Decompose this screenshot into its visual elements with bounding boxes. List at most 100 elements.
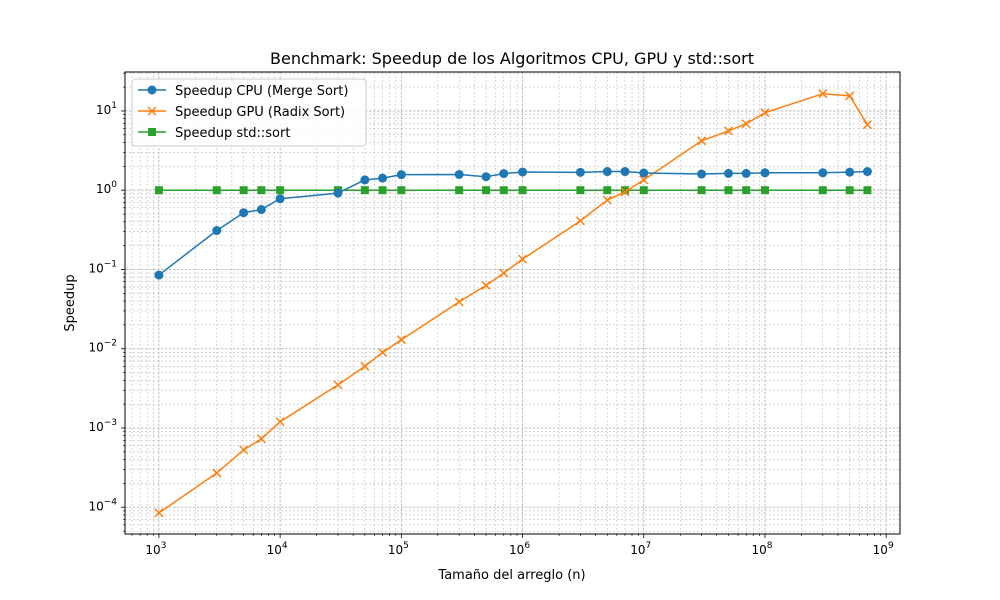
data-point [378, 173, 388, 183]
data-point [863, 186, 872, 195]
data-point [154, 186, 163, 195]
data-point [760, 186, 769, 195]
series-circle [154, 167, 872, 280]
data-point [378, 347, 388, 357]
data-point [154, 508, 164, 518]
data-point [845, 186, 854, 195]
plot-frame [124, 71, 901, 535]
data-point [239, 208, 249, 218]
legend: Speedup CPU (Merge Sort) Speedup GPU (Rad… [131, 78, 367, 147]
legend-box [131, 78, 367, 147]
data-point [862, 120, 872, 130]
data-point [499, 268, 509, 278]
legend-label: Speedup GPU (Radix Sort) [175, 105, 345, 120]
data-point [741, 119, 751, 129]
data-point [760, 168, 770, 178]
data-point [481, 280, 491, 290]
data-point [575, 216, 585, 226]
data-point [360, 175, 370, 185]
data-point [620, 186, 629, 195]
chart-title: Benchmark: Speedup de los Algoritmos CPU… [270, 49, 754, 68]
data-point [239, 186, 248, 195]
data-point [639, 186, 648, 195]
x-tick-label: 104 [267, 541, 288, 557]
x-tick-label: 109 [873, 541, 894, 557]
data-point [818, 168, 828, 178]
data-point [396, 335, 406, 345]
data-point [518, 167, 528, 177]
data-point [212, 226, 222, 236]
data-point [845, 167, 855, 177]
data-point [275, 194, 285, 204]
plot-area [124, 71, 901, 535]
data-point [818, 89, 828, 99]
y-axis-label: Speedup [63, 274, 78, 331]
legend-marker [148, 128, 156, 136]
y-tick-label: 10−1 [88, 259, 117, 275]
data-point [742, 186, 751, 195]
data-point [602, 167, 612, 177]
data-point [639, 168, 649, 178]
data-point [602, 195, 612, 205]
x-tick-label: 105 [388, 541, 409, 557]
x-axis-label: Tamaño del arreglo (n) [437, 568, 585, 583]
data-point [333, 188, 343, 198]
data-point [257, 186, 266, 195]
legend-entry: Speedup std::sort [138, 126, 290, 141]
y-tick-label: 100 [96, 180, 117, 196]
data-point [212, 468, 222, 478]
data-point [620, 187, 630, 197]
data-point [518, 186, 527, 195]
data-point [576, 186, 585, 195]
data-point [397, 186, 406, 195]
y-tick-label: 101 [96, 101, 117, 117]
data-point [760, 108, 770, 118]
y-axis: 10−4 10−3 10−2 10−1 100 101 [88, 72, 125, 532]
data-point [396, 170, 406, 180]
data-point [276, 186, 285, 195]
data-point [723, 126, 734, 136]
data-point [741, 168, 751, 178]
data-point [481, 172, 491, 182]
x-tick-label: 107 [630, 541, 651, 557]
data-point [818, 186, 827, 195]
x-axis: 103 104 105 106 107 108 109 [131, 534, 894, 557]
data-point [360, 361, 370, 371]
legend-entry: Speedup CPU (Merge Sort) [138, 84, 348, 99]
data-point [697, 169, 707, 179]
data-point [154, 270, 164, 280]
data-point [697, 136, 707, 146]
data-point [333, 380, 343, 390]
data-point [499, 186, 508, 195]
y-tick-label: 10−2 [88, 339, 117, 355]
data-point [482, 186, 491, 195]
data-point [454, 297, 464, 307]
x-tick-label: 103 [145, 541, 166, 557]
data-point [275, 417, 285, 427]
data-point [455, 186, 464, 195]
legend-marker [147, 106, 157, 116]
plot-background [125, 72, 900, 534]
data-point [499, 169, 509, 179]
x-tick-label: 108 [751, 541, 772, 557]
data-point [360, 186, 369, 195]
data-point [212, 186, 221, 195]
data-point [603, 186, 612, 195]
data-point [256, 205, 266, 215]
y-tick-label: 10−3 [88, 418, 117, 434]
series-layer [154, 89, 872, 518]
data-point [639, 175, 649, 185]
data-point [723, 168, 733, 178]
grid-lines [125, 72, 900, 534]
legend-label: Speedup std::sort [175, 126, 290, 141]
x-tick-label: 106 [509, 541, 530, 557]
data-point [518, 254, 528, 264]
data-point [575, 167, 585, 177]
data-point [378, 186, 387, 195]
data-point [239, 445, 249, 455]
legend-entry: Speedup GPU (Radix Sort) [138, 105, 345, 120]
data-point [454, 169, 464, 179]
data-point [724, 186, 733, 195]
data-point [862, 167, 872, 177]
